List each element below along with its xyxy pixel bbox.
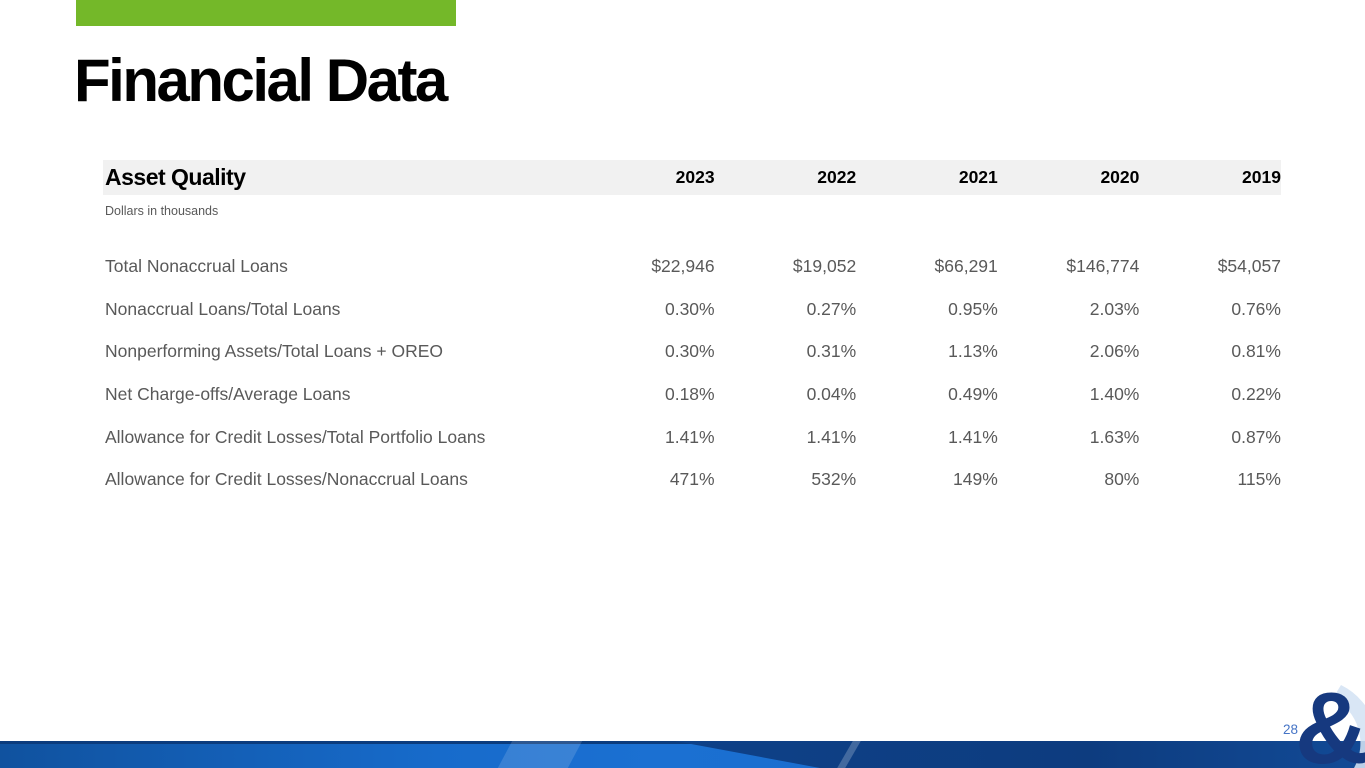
cell-value: 1.40% (1089, 383, 1140, 404)
page-title: Financial Data (74, 47, 448, 114)
cell-value: 2.03% (1089, 298, 1140, 319)
cell-value: 471% (669, 469, 715, 490)
table-header-row: Asset Quality 2023 2022 2021 2020 2019 (103, 160, 1281, 195)
table-row: Total Nonaccrual Loans $22,946 $19,052 $… (103, 245, 1281, 288)
cell-value: 0.27% (806, 298, 857, 319)
cell-value: 0.04% (806, 383, 857, 404)
column-header-2020: 2020 (1100, 167, 1140, 187)
cell-value: 80% (1104, 469, 1140, 490)
green-accent-bar (76, 0, 456, 26)
ampersand-glyph: & (1295, 671, 1365, 768)
cell-value: 0.81% (1231, 341, 1281, 362)
cell-value: 532% (811, 469, 857, 490)
cell-value: 1.41% (664, 426, 715, 447)
row-label: Nonperforming Assets/Total Loans + OREO (105, 341, 444, 362)
row-label: Allowance for Credit Losses/Total Portfo… (105, 426, 486, 447)
logo-swoosh-icon (1333, 685, 1365, 768)
table-row: Nonaccrual Loans/Total Loans 0.30% 0.27%… (103, 288, 1281, 331)
cell-value: 0.76% (1231, 298, 1281, 319)
table-subtitle: Dollars in thousands (105, 204, 219, 218)
cell-value: 0.30% (664, 298, 715, 319)
cell-value: 2.06% (1089, 341, 1140, 362)
cell-value: 149% (953, 469, 998, 490)
table-row: Nonperforming Assets/Total Loans + OREO … (103, 330, 1281, 373)
row-label: Nonaccrual Loans/Total Loans (105, 298, 341, 319)
cell-value: 0.49% (948, 383, 998, 404)
column-header-2023: 2023 (675, 167, 715, 187)
table-row: Allowance for Credit Losses/Nonaccrual L… (103, 458, 1281, 501)
ampersand-logo: & (1235, 665, 1365, 768)
cell-value: $146,774 (1066, 255, 1140, 276)
cell-value: 0.30% (664, 341, 715, 362)
row-label: Net Charge-offs/Average Loans (105, 383, 351, 404)
cell-value: 0.31% (806, 341, 857, 362)
cell-value: $19,052 (792, 255, 857, 276)
bar-streak-light (497, 741, 583, 768)
table-row: Net Charge-offs/Average Loans 0.18% 0.04… (103, 373, 1281, 416)
cell-value: 0.95% (948, 298, 998, 319)
table-row: Allowance for Credit Losses/Total Portfo… (103, 416, 1281, 459)
cell-value: 0.18% (664, 383, 715, 404)
column-header-2022: 2022 (817, 167, 857, 187)
column-header-2019: 2019 (1242, 167, 1281, 187)
table-body: Total Nonaccrual Loans $22,946 $19,052 $… (103, 245, 1281, 501)
cell-value: 115% (1237, 469, 1281, 490)
table-title: Asset Quality (105, 164, 246, 190)
page-number: 28 (1283, 722, 1299, 737)
cell-value: 1.41% (948, 426, 998, 447)
cell-value: $66,291 (934, 255, 998, 276)
cell-value: 1.63% (1089, 426, 1140, 447)
cell-value: $22,946 (651, 255, 715, 276)
cell-value: 1.41% (806, 426, 857, 447)
cell-value: $54,057 (1217, 255, 1281, 276)
asset-quality-table: Asset Quality 2023 2022 2021 2020 2019 D… (103, 160, 1281, 501)
bottom-decorative-bar (0, 741, 1365, 768)
row-label: Allowance for Credit Losses/Nonaccrual L… (105, 469, 468, 490)
row-label: Total Nonaccrual Loans (105, 255, 288, 276)
column-header-2021: 2021 (958, 167, 998, 187)
cell-value: 0.87% (1231, 426, 1281, 447)
cell-value: 1.13% (948, 341, 998, 362)
cell-value: 0.22% (1231, 383, 1281, 404)
